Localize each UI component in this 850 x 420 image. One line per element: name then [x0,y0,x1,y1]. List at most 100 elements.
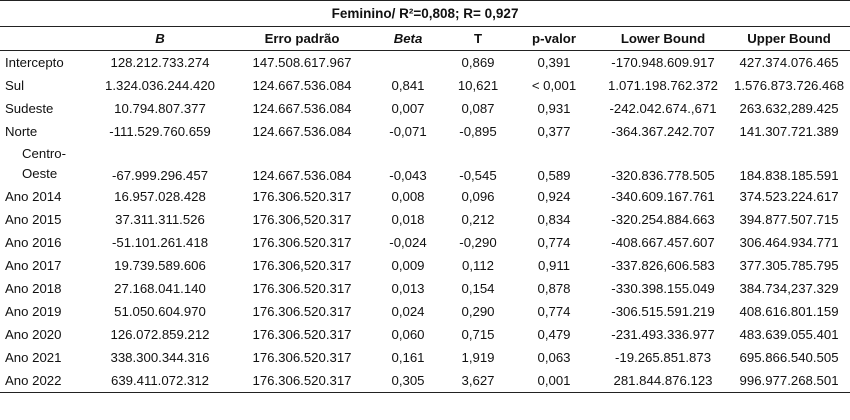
cell-upper-bound: 377.305.785.795 [739,258,839,273]
cell-p-valor: 0,924 [537,189,571,204]
cell-upper-bound: 695.866.540.505 [739,350,839,365]
cell-upper-bound: 384.734,237.329 [739,281,839,296]
row-label: Norte [5,124,38,139]
cell-p-valor: 0,774 [537,235,571,250]
header-erro-padrao: Erro padrão [234,26,370,51]
table-row: Ano 2016 -51.101.261.418 176.306.520.317 -0… [0,231,850,254]
cell-lower-bound: -337.826,606.583 [611,258,715,273]
cell-lower-bound: -330.398.155.049 [611,281,715,296]
cell-lower-bound: -19.265.851.873 [614,350,712,365]
cell-lower-bound: -306.515.591.219 [611,304,715,319]
cell-erro-padrao: 147.508.617.967 [252,55,352,70]
cell-upper-bound: 427.374.076.465 [739,55,839,70]
header-label [0,26,86,51]
cell-t: 0,096 [461,189,495,204]
cell-lower-bound: -231.493.336.977 [611,327,715,342]
cell-lower-bound: -320.254.884.663 [611,212,715,227]
cell-upper-bound: 408.616.801.159 [739,304,839,319]
row-label: Intercepto [5,55,64,70]
cell-t: 0,087 [461,101,495,116]
row-label: Ano 2014 [5,189,62,204]
row-label: Sul [5,78,25,93]
cell-upper-bound: 306.464.934.771 [739,235,839,250]
cell-t: 3,627 [446,369,510,393]
cell-t: 0,154 [461,281,495,296]
cell-erro-padrao: 176.306.520.317 [234,369,370,393]
row-label: Centro- Oeste [0,143,86,185]
cell-lower-bound: -170.948.609.917 [611,55,715,70]
cell-beta: 0,024 [391,304,425,319]
cell-p-valor: 0,878 [537,281,571,296]
row-label: Ano 2018 [5,281,62,296]
row-label: Ano 2019 [5,304,62,319]
cell-erro-padrao: 176.306.520.317 [252,281,352,296]
header-t: T [446,26,510,51]
cell-p-valor: 0,834 [537,212,571,227]
cell-t: 1,919 [461,350,495,365]
cell-lower-bound: -364.367.242.707 [611,124,715,139]
table-row: Ano 2017 19.739.589.606 176.306,520.317 0,0… [0,254,850,277]
cell-beta: -0,043 [389,168,427,183]
cell-b: 126.072.859.212 [110,327,210,342]
cell-b: 10.794.807.377 [114,101,206,116]
cell-beta: 0,161 [391,350,425,365]
cell-upper-bound: 1.576.873.726.468 [734,78,845,93]
cell-p-valor: 0,911 [537,258,571,273]
cell-upper-bound: 184.838.185.591 [739,168,839,183]
table-body: Intercepto 128.212.733.274 147.508.617.967… [0,51,850,393]
cell-beta: 0,018 [391,212,425,227]
cell-p-valor: < 0,001 [531,78,577,93]
cell-t: -0,545 [459,168,497,183]
cell-erro-padrao: 124.667.536.084 [252,101,352,116]
cell-upper-bound: 394.877.507.715 [739,212,839,227]
cell-beta: 0,060 [391,327,425,342]
cell-lower-bound: -320.836.778.505 [611,168,715,183]
cell-b: -111.529.760.659 [109,124,211,139]
row-label: Ano 2016 [5,235,62,250]
cell-erro-padrao: 176.306,520.317 [252,258,352,273]
cell-p-valor: 0,931 [537,101,571,116]
table-row: Centro- Oeste -67.999.296.457 124.667.536.0… [0,143,850,185]
table-row: Ano 2014 16.957.028.428 176.306.520.317 0,0… [0,185,850,208]
cell-beta: 0,841 [391,78,425,93]
cell-b: 1.324.036.244.420 [104,78,215,93]
cell-upper-bound: 374.523.224.617 [739,189,839,204]
cell-b: 51.050.604.970 [114,304,206,319]
cell-beta: 0,007 [391,101,425,116]
table-row: Intercepto 128.212.733.274 147.508.617.967… [0,51,850,75]
cell-p-valor: 0,377 [537,124,571,139]
header-b: B [86,26,234,51]
row-label: Ano 2017 [5,258,62,273]
cell-beta: 0,305 [370,369,446,393]
table-row: Ano 2022 639.411.072.312 176.306.520.317 0,… [0,369,850,393]
table-row: Ano 2015 37.311.311.526 176.306,520.317 0,0… [0,208,850,231]
cell-beta: -0,024 [389,235,427,250]
cell-b: 639.411.072.312 [86,369,234,393]
table-title: Feminino/ R²=0,808; R= 0,927 [0,0,850,27]
header-p-valor: p-valor [510,26,598,51]
cell-lower-bound: -242.042.674.,671 [609,101,717,116]
header-upper-bound: Upper Bound [728,26,850,51]
cell-beta: 0,008 [391,189,425,204]
header-beta: Beta [370,26,446,51]
cell-lower-bound: -340.609.167.761 [611,189,715,204]
table-title-row: Feminino/ R²=0,808; R= 0,927 [0,0,850,27]
cell-erro-padrao: 176.306.520.317 [252,189,352,204]
cell-erro-padrao: 124.667.536.084 [252,168,352,183]
cell-p-valor: 0,001 [510,369,598,393]
row-label: Ano 2021 [5,350,62,365]
cell-beta [370,51,446,75]
cell-b: 338.300.344.316 [110,350,210,365]
row-label-line-1: Centro- [22,146,66,161]
cell-t: 0,715 [461,327,495,342]
cell-t: 0,112 [461,258,495,273]
cell-upper-bound: 263.632,289.425 [739,101,839,116]
row-label: Sudeste [5,101,54,116]
cell-lower-bound: 281.844.876.123 [598,369,728,393]
cell-b: 37.311.311.526 [115,212,205,227]
cell-erro-padrao: 124.667.536.084 [252,124,352,139]
cell-b: -51.101.261.418 [111,235,209,250]
cell-t: 0,869 [461,55,495,70]
cell-b: -67.999.296.457 [111,168,209,183]
